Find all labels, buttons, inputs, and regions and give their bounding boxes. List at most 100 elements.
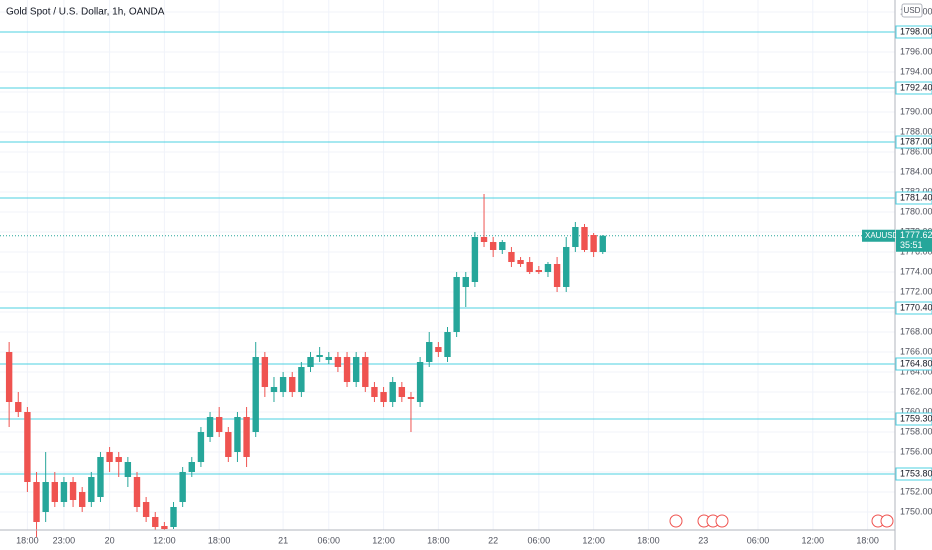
y-tick-label: 1780.000 xyxy=(900,206,932,216)
candle-body xyxy=(215,417,223,432)
x-tick-label: 22 xyxy=(488,535,498,545)
level-label-box xyxy=(895,357,932,371)
event-icon[interactable] xyxy=(880,514,894,528)
candle-body xyxy=(435,347,442,352)
level-label: 1753.800 xyxy=(900,468,932,478)
event-icon[interactable] xyxy=(715,514,729,528)
x-tick-label: 23 xyxy=(698,535,708,545)
y-tick-label: 1760.000 xyxy=(900,406,932,416)
candle-body xyxy=(526,262,533,272)
candle-body xyxy=(115,457,122,462)
level-label: 1770.400 xyxy=(900,302,932,312)
candle-body xyxy=(389,382,396,402)
level-label: 1759.300 xyxy=(900,413,932,423)
grid xyxy=(0,0,895,530)
y-tick-label: 1782.000 xyxy=(900,186,932,196)
candle-body xyxy=(334,357,342,367)
y-tick-label: 1772.000 xyxy=(900,286,932,296)
x-tick-label: 21 xyxy=(278,535,288,545)
x-tick-label: 18:00 xyxy=(208,535,231,545)
x-tick-label: 06:00 xyxy=(528,535,551,545)
candle-body xyxy=(325,357,332,360)
candle-body xyxy=(444,332,451,357)
y-tick-label: 1796.000 xyxy=(900,46,932,56)
level-label: 1764.800 xyxy=(900,358,932,368)
candle-body xyxy=(279,377,287,392)
y-tick-label: 1784.000 xyxy=(900,166,932,176)
candle-body xyxy=(170,507,177,527)
y-tick-label: 1788.000 xyxy=(900,126,932,136)
candle-body xyxy=(133,477,141,507)
candle-body xyxy=(426,342,433,362)
candle-body xyxy=(33,482,40,522)
currency-box[interactable] xyxy=(901,3,923,18)
level-label-box xyxy=(895,135,932,149)
candle-body xyxy=(407,397,415,399)
candle-body xyxy=(124,462,132,477)
level-label-box xyxy=(895,191,932,205)
candle-body xyxy=(69,482,77,500)
x-tick-label: 20 xyxy=(105,535,115,545)
x-tick-label: 12:00 xyxy=(802,535,825,545)
y-tick-label: 1774.000 xyxy=(900,266,932,276)
candle-body xyxy=(517,260,524,264)
candle-body xyxy=(508,252,515,262)
y-tick-label: 1768.000 xyxy=(900,326,932,336)
level-label-box xyxy=(895,81,932,95)
candle-body xyxy=(371,387,378,397)
candle-body xyxy=(15,402,22,412)
symbol-label: XAUUSD xyxy=(865,231,899,240)
candle-body xyxy=(471,237,479,282)
candle-body xyxy=(97,457,104,497)
candle-body xyxy=(197,432,205,462)
candle-body xyxy=(352,357,360,382)
candle-body xyxy=(480,237,488,242)
currency-label[interactable]: USD xyxy=(904,6,921,15)
event-icon[interactable] xyxy=(669,514,683,528)
candle-body xyxy=(581,227,588,250)
x-tick-label: 18:00 xyxy=(427,535,450,545)
x-tick-label: 12:00 xyxy=(372,535,395,545)
level-label: 1781.400 xyxy=(900,192,932,202)
countdown-label: 35:51 xyxy=(900,240,923,250)
candle-body xyxy=(234,417,241,452)
candle-body xyxy=(188,462,195,472)
y-tick-label: 1756.000 xyxy=(900,446,932,456)
y-tick-label: 1790.000 xyxy=(900,106,932,116)
x-tick-label: 18:00 xyxy=(856,535,879,545)
candle-body xyxy=(152,517,159,527)
candle-body xyxy=(261,357,269,387)
candle-body xyxy=(5,352,13,402)
candle-body xyxy=(289,377,296,392)
level-label: 1787.000 xyxy=(900,136,932,146)
x-tick-label: 06:00 xyxy=(747,535,770,545)
candle-body xyxy=(42,482,49,512)
level-label-box xyxy=(895,467,932,481)
candle-body xyxy=(88,477,95,502)
candle-body xyxy=(553,264,561,287)
y-tick-label: 1752.000 xyxy=(900,486,932,496)
x-tick-label: 18:00 xyxy=(16,535,39,545)
x-tick-label: 23:00 xyxy=(53,535,76,545)
candle-body xyxy=(225,432,232,457)
x-tick-label: 12:00 xyxy=(153,535,176,545)
candle-body xyxy=(398,387,406,397)
x-tick-label: 18:00 xyxy=(637,535,660,545)
axes: 1750.0001752.0001754.0001756.0001758.000… xyxy=(16,6,932,545)
candle-body xyxy=(563,247,570,287)
candle-body xyxy=(362,357,369,387)
candle-body xyxy=(316,355,323,357)
candle-body xyxy=(489,242,497,250)
level-label-box xyxy=(895,412,932,426)
y-tick-label: 1786.000 xyxy=(900,146,932,156)
candle-body xyxy=(60,482,68,502)
candle-body xyxy=(544,264,552,272)
y-tick-label: 1762.000 xyxy=(900,386,932,396)
level-label: 1792.400 xyxy=(900,82,932,92)
current-price-box xyxy=(896,229,932,252)
candle-body xyxy=(270,387,278,392)
candle-body xyxy=(499,242,506,250)
y-tick-label: 1794.000 xyxy=(900,66,932,76)
